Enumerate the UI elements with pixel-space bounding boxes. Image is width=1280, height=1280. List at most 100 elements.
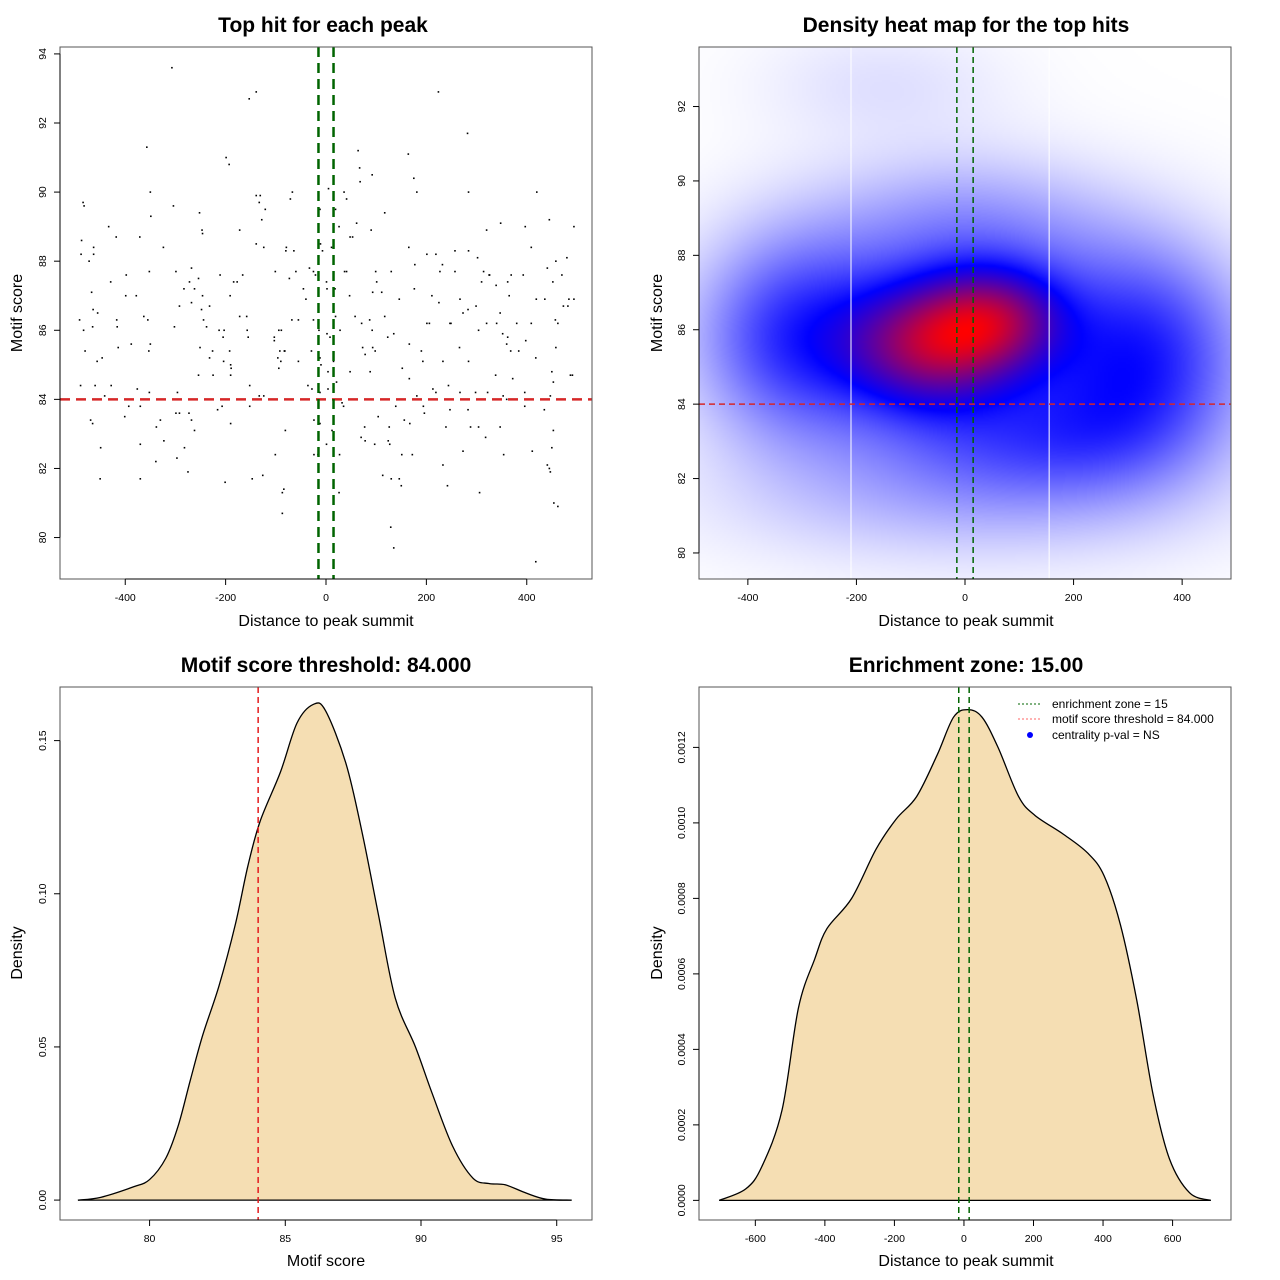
y-tick-label: 92 — [37, 117, 49, 129]
data-point — [116, 326, 119, 328]
data-point — [228, 350, 231, 352]
y-axis: 0.00 0.05 0.10 0.15 — [37, 730, 61, 1211]
data-point — [228, 163, 230, 166]
data-point — [155, 460, 157, 463]
legend-dot-icon — [1027, 732, 1033, 738]
data-point — [229, 422, 232, 425]
data-point — [363, 426, 366, 428]
data-point — [449, 322, 451, 325]
x-tick-label: -400 — [115, 592, 136, 604]
data-point — [130, 343, 133, 345]
data-point — [426, 253, 428, 256]
data-point — [222, 336, 224, 338]
data-point — [198, 212, 201, 214]
data-point — [420, 350, 423, 352]
data-point — [435, 253, 437, 256]
plot-area — [718, 687, 1212, 1220]
data-point — [442, 464, 444, 466]
y-tick-label: 88 — [37, 255, 49, 267]
data-point — [259, 194, 262, 197]
data-point — [413, 288, 416, 290]
data-point — [392, 547, 395, 549]
data-point — [334, 288, 336, 290]
data-point — [277, 357, 279, 359]
data-point — [338, 453, 341, 456]
data-point — [99, 478, 101, 480]
density-heatmap-image — [699, 47, 1231, 579]
data-point — [229, 364, 232, 366]
data-point — [175, 270, 177, 273]
x-axis: 80 85 90 95 — [144, 1219, 563, 1245]
data-point — [148, 391, 151, 394]
data-point — [175, 412, 177, 414]
data-point — [422, 405, 425, 408]
data-point — [110, 384, 112, 387]
data-point — [331, 429, 333, 432]
data-point — [208, 357, 211, 359]
data-point — [143, 315, 145, 318]
data-point — [313, 419, 315, 421]
data-point — [159, 419, 162, 421]
data-point — [549, 471, 552, 473]
data-point — [125, 274, 128, 276]
data-point — [345, 270, 348, 273]
y-tick-label: 80 — [676, 547, 688, 559]
y-tick-label: 0.00 — [37, 1190, 49, 1211]
y-tick-label: 0.0006 — [676, 958, 688, 990]
y-tick-label: 0.0012 — [676, 731, 688, 763]
data-point — [238, 315, 241, 318]
legend-label: enrichment zone = 15 — [1052, 697, 1168, 711]
data-point — [544, 298, 546, 300]
data-point — [136, 388, 139, 390]
x-axis-label: Motif score — [287, 1253, 365, 1270]
data-point — [488, 274, 490, 276]
data-point — [439, 270, 441, 273]
data-point — [291, 191, 294, 193]
data-point — [326, 332, 328, 335]
data-point — [494, 374, 497, 376]
data-point — [92, 308, 94, 311]
data-point — [428, 322, 431, 325]
data-point — [401, 367, 404, 370]
plot-area — [60, 47, 592, 579]
data-point — [211, 350, 214, 352]
data-point — [466, 132, 469, 135]
data-point — [285, 250, 287, 252]
data-point — [486, 391, 489, 394]
data-point — [90, 291, 93, 294]
data-point — [148, 270, 151, 273]
data-point — [230, 367, 232, 370]
x-axis: -400 -200 0 200 400 — [737, 578, 1191, 604]
data-point — [149, 191, 152, 193]
data-point — [552, 281, 554, 283]
data-point — [264, 208, 267, 211]
data-point — [343, 270, 346, 273]
data-point — [307, 384, 309, 387]
data-point — [96, 360, 98, 363]
data-point — [459, 298, 461, 300]
data-point — [78, 319, 81, 321]
data-point — [245, 315, 248, 318]
data-point — [197, 374, 200, 376]
data-point — [84, 350, 86, 352]
data-point — [176, 391, 179, 394]
data-point — [224, 481, 226, 484]
data-point — [371, 174, 373, 176]
x-tick-label: 600 — [1164, 1233, 1182, 1245]
data-point — [358, 167, 361, 169]
data-point — [312, 270, 315, 273]
data-point — [388, 426, 391, 428]
data-point — [162, 246, 165, 249]
data-point — [319, 208, 321, 211]
data-point — [202, 319, 205, 321]
data-point — [349, 236, 351, 238]
data-point — [115, 236, 118, 238]
data-point — [552, 429, 555, 432]
data-point — [327, 388, 329, 390]
data-point — [408, 377, 411, 380]
data-point — [534, 357, 537, 359]
chart-title: Density heat map for the top hits — [803, 14, 1130, 37]
data-point — [553, 502, 555, 504]
x-tick-label: 90 — [415, 1233, 427, 1245]
y-tick-label: 88 — [676, 249, 688, 261]
